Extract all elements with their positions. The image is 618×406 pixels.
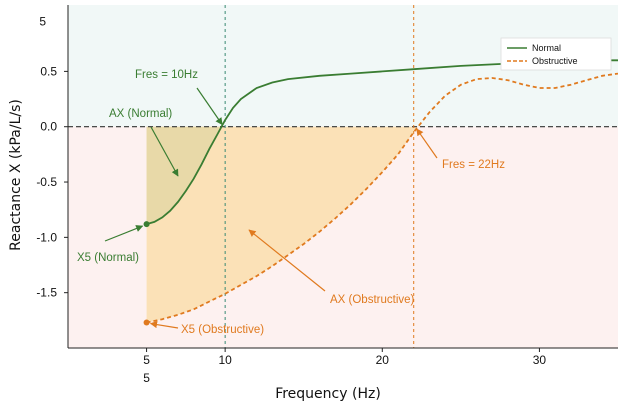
reference-lines [68,5,618,348]
ax-obstructive-arrow [248,229,326,292]
x-tick-label: 20 [376,353,390,367]
legend: Normal Obstructive [500,37,612,71]
ax-obstructive-label: AX (Obstructive) [330,294,415,306]
ax-normal-arrow [150,126,179,177]
y-tick-label-top: 5 [39,15,46,29]
x-axis-title: Frequency (Hz) [275,386,381,402]
x5-obstructive-arrow [149,321,179,329]
fres-obstructive-arrow [416,128,438,159]
x-tick-label: 5 [143,353,150,367]
ax-normal-area [146,126,222,225]
fres-obstructive-label: Fres = 22Hz [442,159,505,171]
annotations: Fres = 10Hz AX (Normal) X5 (Normal) Fres = … [77,69,505,336]
x-tick-label: 30 [533,353,547,367]
x-tick-label: 10 [218,353,232,367]
y-tick-label: -1.0 [36,230,57,244]
axes: 5 10 20 30 5 0.5 0.0 -0.5 -1.0 -1.5 5 [36,5,618,385]
legend-box [500,37,612,71]
x5-normal-label: X5 (Normal) [77,252,139,264]
ax-obstructive-area [146,126,419,323]
series-line-obstructive [146,72,618,324]
fres-normal-label: Fres = 10Hz [135,69,198,81]
ax-areas [146,126,419,323]
series-lines [143,59,618,326]
x5-obstructive-label: X5 (Obstructive) [181,324,264,336]
x5-normal-arrow [104,225,144,242]
series-line-normal [146,59,618,225]
x5-obstructive-point [143,319,150,326]
x-tick-label-secondary: 5 [143,371,150,385]
fres-normal-arrow [196,87,223,126]
legend-obstructive-label: Obstructive [532,56,578,66]
y-tick-label: -0.5 [36,175,57,189]
ax-normal-label: AX (Normal) [109,108,172,120]
x5-normal-point [143,221,150,228]
y-tick-label: 0.0 [40,120,57,134]
y-tick-label: 0.5 [40,64,57,78]
legend-normal-label: Normal [532,43,561,53]
y-tick-label: -1.5 [36,286,57,300]
y-axis-title: Reactance X (kPa/L/s) [8,99,24,251]
